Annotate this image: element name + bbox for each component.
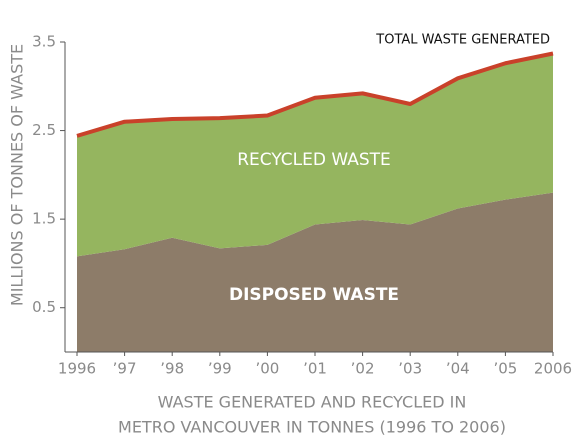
x-tick-label: ’04 <box>446 360 470 378</box>
area <box>77 53 553 257</box>
x-tick-label: ’98 <box>160 360 184 378</box>
x-tick-label: ’01 <box>303 360 327 378</box>
x-tick-label: ’00 <box>255 360 279 378</box>
x-tick-label: ’05 <box>493 360 517 378</box>
y-axis-label: MILLIONS OF TONNES OF WASTE <box>8 44 27 306</box>
y-tick-label: 1.5 <box>32 210 56 228</box>
y-tick-label: 2.5 <box>32 121 56 139</box>
x-tick-label: ’99 <box>208 360 232 378</box>
y-tick-label: 3.5 <box>32 33 56 51</box>
caption: WASTE GENERATED AND RECYCLED IN <box>158 393 467 412</box>
series-label: DISPOSED WASTE <box>229 285 399 305</box>
x-tick-label: 1996 <box>58 360 96 378</box>
x-tick-label: 2006 <box>534 360 572 378</box>
x-tick-label: ’03 <box>398 360 422 378</box>
caption: METRO VANCOUVER IN TONNES (1996 TO 2006) <box>118 418 506 437</box>
area <box>77 192 553 352</box>
annotation: TOTAL WASTE GENERATED <box>375 33 550 48</box>
y-tick-label: 0.5 <box>32 298 56 316</box>
x-tick-label: ’97 <box>113 360 137 378</box>
total-line <box>76 51 554 138</box>
series-label: RECYCLED WASTE <box>237 150 391 170</box>
x-tick-label: ’02 <box>351 360 375 378</box>
